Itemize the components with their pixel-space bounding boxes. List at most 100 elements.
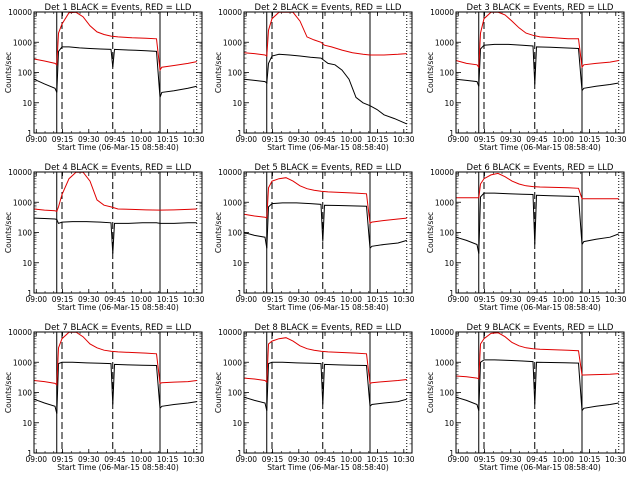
y-tick-label: 10000 bbox=[430, 328, 454, 337]
x-tick-label: 10:00 bbox=[340, 455, 362, 464]
chart-panel-9: Det 9 BLACK = Events, RED = LLD 09:00 09:1… bbox=[426, 323, 627, 472]
y-tick-label: 10000 bbox=[218, 328, 242, 337]
chart-panel-3: Det 3 BLACK = Events, RED = LLD 09:00 09:1… bbox=[426, 3, 627, 152]
panel-title: Det 5 BLACK = Events, RED = LLD bbox=[255, 163, 402, 173]
panel-title: Det 6 BLACK = Events, RED = LLD bbox=[467, 163, 614, 173]
panel-title: Det 8 BLACK = Events, RED = LLD bbox=[255, 323, 402, 333]
y-tick-label: 100 bbox=[228, 229, 243, 238]
x-tick-label: 09:45 bbox=[314, 295, 336, 304]
chart-panel-2: Det 2 BLACK = Events, RED = LLD 09:00 09:1… bbox=[214, 3, 415, 152]
y-tick-label: 1000 bbox=[435, 198, 454, 207]
series-events-line bbox=[455, 359, 619, 413]
x-tick-label: 09:00 bbox=[447, 455, 469, 464]
x-tick-label: 09:30 bbox=[288, 455, 310, 464]
y-tick-label: 100 bbox=[228, 389, 243, 398]
x-tick-label: 10:00 bbox=[130, 135, 152, 144]
x-tick-label: 10:15 bbox=[367, 295, 389, 304]
x-axis-label: Start Time (06-Mar-15 08:58:40) bbox=[479, 143, 601, 152]
y-tick-label: 10 bbox=[232, 259, 242, 268]
y-tick-label: 100 bbox=[440, 69, 455, 78]
y-tick-label: 1 bbox=[27, 449, 32, 458]
x-tick-label: 09:30 bbox=[500, 135, 522, 144]
x-tick-label: 10:15 bbox=[157, 455, 179, 464]
x-tick-label: 09:15 bbox=[52, 455, 74, 464]
x-tick-label: 09:15 bbox=[474, 455, 496, 464]
y-tick-label: 100 bbox=[440, 229, 455, 238]
y-tick-label: 1000 bbox=[13, 198, 32, 207]
y-axis-label: Counts/sec bbox=[426, 212, 435, 253]
x-tick-label: 09:45 bbox=[314, 135, 336, 144]
chart-panel-5: Det 5 BLACK = Events, RED = LLD 09:00 09:1… bbox=[214, 163, 415, 312]
plot-frame bbox=[455, 171, 625, 294]
y-tick-label: 1 bbox=[237, 449, 242, 458]
x-tick-label: 10:30 bbox=[393, 455, 415, 464]
y-tick-label: 10 bbox=[22, 259, 32, 268]
y-tick-label: 1000 bbox=[223, 198, 242, 207]
y-tick-label: 1000 bbox=[13, 38, 32, 47]
y-tick-label: 1 bbox=[27, 289, 32, 298]
x-axis-label: Start Time (06-Mar-15 08:58:40) bbox=[267, 303, 389, 312]
chart-panel-7: Det 7 BLACK = Events, RED = LLD 09:00 09:1… bbox=[4, 323, 205, 472]
x-tick-label: 09:00 bbox=[235, 295, 257, 304]
y-tick-label: 10 bbox=[232, 419, 242, 428]
y-tick-label: 1000 bbox=[435, 38, 454, 47]
x-tick-label: 09:45 bbox=[104, 455, 126, 464]
x-tick-label: 09:45 bbox=[104, 295, 126, 304]
y-axis-label: Counts/sec bbox=[214, 212, 223, 253]
chart-panel-1: Det 1 BLACK = Events, RED = LLD 09:00 09:1… bbox=[4, 3, 205, 152]
x-tick-label: 10:15 bbox=[579, 135, 601, 144]
y-axis-label: Counts/sec bbox=[4, 212, 13, 253]
x-tick-label: 10:15 bbox=[157, 295, 179, 304]
x-tick-label: 09:30 bbox=[500, 295, 522, 304]
x-tick-label: 10:15 bbox=[367, 455, 389, 464]
y-tick-label: 1 bbox=[449, 129, 454, 138]
y-axis-label: Counts/sec bbox=[426, 52, 435, 93]
y-tick-label: 10000 bbox=[430, 8, 454, 17]
y-tick-label: 10 bbox=[22, 419, 32, 428]
y-tick-label: 1000 bbox=[435, 358, 454, 367]
y-tick-label: 10000 bbox=[430, 168, 454, 177]
series-lld-line bbox=[243, 177, 407, 225]
y-tick-label: 1 bbox=[237, 289, 242, 298]
series-events-line bbox=[243, 53, 407, 125]
x-tick-label: 09:00 bbox=[25, 135, 47, 144]
x-tick-label: 09:15 bbox=[262, 295, 284, 304]
x-tick-label: 09:45 bbox=[104, 135, 126, 144]
x-tick-label: 10:30 bbox=[183, 455, 205, 464]
y-tick-label: 1 bbox=[237, 129, 242, 138]
x-tick-label: 10:30 bbox=[605, 135, 627, 144]
x-tick-label: 10:15 bbox=[367, 135, 389, 144]
x-tick-label: 10:00 bbox=[552, 455, 574, 464]
y-tick-label: 100 bbox=[18, 229, 33, 238]
chart-panel-8: Det 8 BLACK = Events, RED = LLD 09:00 09:1… bbox=[214, 323, 415, 472]
y-tick-label: 10000 bbox=[8, 8, 32, 17]
plot-frame bbox=[33, 11, 203, 134]
chart-panel-4: Det 4 BLACK = Events, RED = LLD 09:00 09:1… bbox=[4, 163, 205, 312]
x-tick-label: 10:00 bbox=[130, 295, 152, 304]
y-axis-label: Counts/sec bbox=[426, 372, 435, 413]
x-tick-label: 09:30 bbox=[78, 295, 100, 304]
x-tick-label: 09:30 bbox=[288, 135, 310, 144]
y-axis-label: Counts/sec bbox=[214, 52, 223, 93]
series-events-line bbox=[33, 361, 197, 414]
series-events-line bbox=[455, 43, 619, 93]
x-tick-label: 09:45 bbox=[526, 135, 548, 144]
x-tick-label: 09:30 bbox=[500, 455, 522, 464]
x-tick-label: 09:00 bbox=[447, 295, 469, 304]
panel-title: Det 9 BLACK = Events, RED = LLD bbox=[467, 323, 614, 333]
panel-title: Det 7 BLACK = Events, RED = LLD bbox=[45, 323, 192, 333]
series-lld-line bbox=[243, 11, 407, 57]
x-tick-label: 10:30 bbox=[183, 295, 205, 304]
x-tick-label: 09:45 bbox=[526, 455, 548, 464]
series-lld-line bbox=[33, 331, 197, 386]
x-tick-label: 10:00 bbox=[552, 295, 574, 304]
panel-title: Det 2 BLACK = Events, RED = LLD bbox=[255, 3, 402, 13]
y-axis-label: Counts/sec bbox=[214, 372, 223, 413]
y-tick-label: 10 bbox=[232, 99, 242, 108]
plot-frame bbox=[33, 331, 203, 454]
x-tick-label: 10:15 bbox=[579, 455, 601, 464]
x-tick-label: 10:00 bbox=[340, 295, 362, 304]
y-tick-label: 1000 bbox=[223, 358, 242, 367]
x-tick-label: 10:30 bbox=[393, 135, 415, 144]
